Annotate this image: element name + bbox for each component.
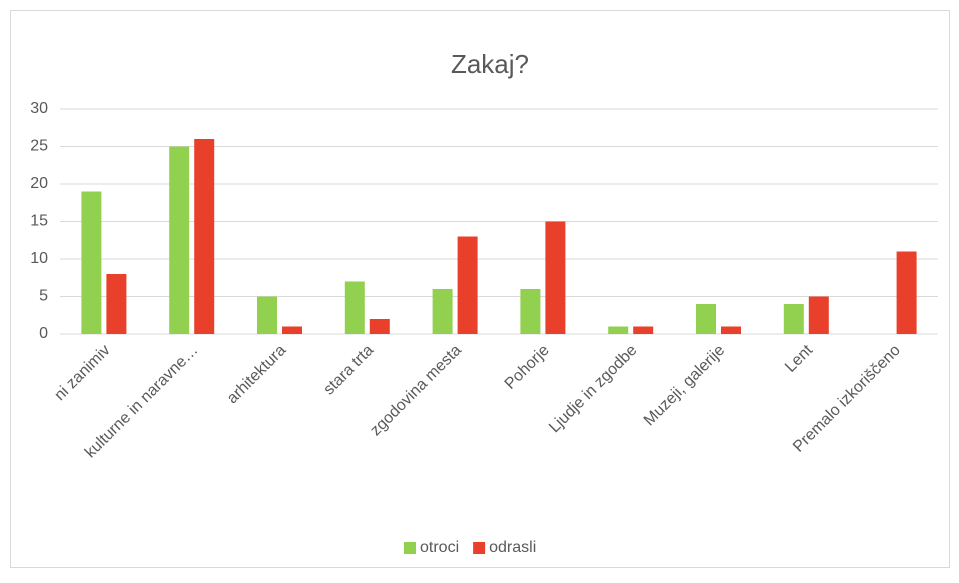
legend-swatch bbox=[473, 542, 486, 554]
bar bbox=[282, 326, 302, 334]
bar bbox=[369, 319, 390, 334]
y-tick-label: 5 bbox=[39, 288, 48, 305]
bar bbox=[896, 251, 917, 334]
bar bbox=[783, 304, 804, 334]
bar bbox=[257, 296, 277, 334]
legend-label: otroci bbox=[420, 539, 459, 556]
chart-frame bbox=[10, 10, 950, 568]
bar bbox=[520, 289, 541, 334]
y-tick-label: 30 bbox=[30, 100, 48, 117]
y-tick-label: 25 bbox=[30, 138, 48, 155]
bar bbox=[608, 326, 629, 334]
bar bbox=[633, 326, 654, 334]
bar bbox=[194, 139, 215, 334]
legend-swatch bbox=[404, 542, 416, 554]
y-tick-label: 0 bbox=[39, 325, 48, 342]
bar bbox=[721, 326, 741, 334]
bar bbox=[457, 236, 478, 334]
bar bbox=[81, 191, 102, 334]
y-tick-label: 20 bbox=[30, 175, 48, 192]
bar bbox=[432, 289, 453, 334]
bar bbox=[344, 281, 365, 334]
bar bbox=[106, 274, 127, 334]
bar bbox=[696, 304, 716, 334]
bar bbox=[169, 146, 190, 334]
y-tick-label: 15 bbox=[30, 213, 48, 230]
chart-title: Zakaj? bbox=[451, 49, 529, 79]
y-tick-label: 10 bbox=[30, 250, 48, 267]
legend-label: odrasli bbox=[489, 539, 536, 556]
bar bbox=[808, 296, 829, 334]
bar bbox=[545, 221, 566, 334]
